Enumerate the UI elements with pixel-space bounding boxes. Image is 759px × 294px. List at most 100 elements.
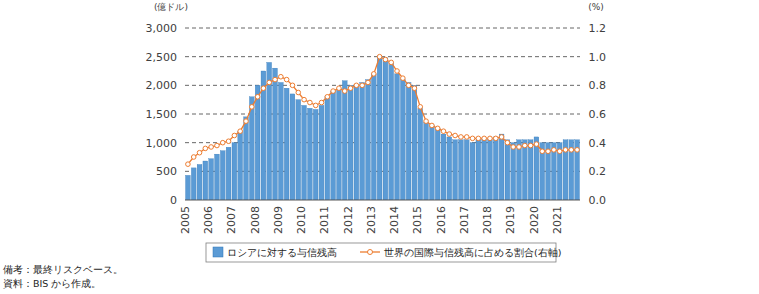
marker [424, 119, 429, 124]
marker [447, 132, 452, 137]
marker [337, 86, 342, 91]
x-tick-label: 2008 [249, 206, 262, 234]
marker [255, 95, 260, 100]
marker [488, 136, 493, 141]
y2-tick-label: 0.2 [589, 165, 607, 178]
marker [540, 149, 545, 154]
chart: 05001,0001,5002,0002,5003,0000.00.20.40.… [0, 0, 759, 294]
marker [412, 86, 417, 91]
grid-line [185, 85, 580, 86]
marker [383, 57, 388, 62]
bar [395, 74, 400, 200]
bar [441, 134, 446, 200]
bar [186, 175, 191, 200]
marker [191, 155, 196, 160]
marker [267, 80, 272, 85]
marker [331, 89, 336, 94]
bar [493, 137, 498, 200]
bar [209, 159, 214, 200]
note: 備考：最終リスクベース。 [3, 264, 123, 275]
marker [505, 140, 510, 145]
grid-line [185, 28, 580, 29]
marker [499, 135, 504, 140]
bar [546, 143, 551, 200]
bar [290, 94, 295, 200]
marker [313, 103, 318, 108]
legend: ロシアに対する与信残高世界の国際与信残高に占める割合(右軸) [206, 243, 561, 262]
marker [534, 142, 539, 147]
bar [261, 71, 266, 200]
marker [209, 145, 214, 150]
bar [412, 85, 417, 200]
marker [575, 148, 580, 153]
y2-tick-label: 0.4 [589, 137, 607, 150]
marker [226, 139, 231, 144]
x-tick-label: 2017 [458, 206, 471, 234]
marker [197, 150, 202, 155]
bar [522, 140, 527, 200]
marker [441, 129, 446, 134]
bar [255, 85, 260, 200]
marker [296, 90, 301, 95]
x-axis [185, 200, 580, 201]
marker [348, 86, 353, 91]
x-tick-label: 2006 [202, 206, 215, 234]
marker [186, 162, 191, 167]
x-tick-label: 2007 [225, 206, 238, 234]
marker [563, 148, 568, 153]
bar [424, 123, 429, 200]
x-tick-label: 2021 [551, 206, 564, 234]
marker [430, 123, 435, 128]
x-tick-label: 2013 [365, 206, 378, 234]
x-tick-label: 2011 [318, 206, 331, 234]
bar [308, 108, 313, 200]
y-axis-label: (億ドル) [154, 2, 188, 12]
marker [406, 83, 411, 88]
bar [540, 143, 545, 200]
marker [511, 145, 516, 150]
marker [464, 135, 469, 140]
bar [406, 82, 411, 200]
marker [418, 105, 423, 110]
marker [395, 69, 400, 74]
marker [279, 74, 284, 79]
bar [470, 143, 475, 200]
marker [459, 135, 464, 140]
marker [366, 80, 371, 85]
x-tick-label: 2009 [272, 206, 285, 234]
bar [482, 140, 487, 200]
bar [389, 62, 394, 200]
marker [523, 143, 528, 148]
bar [569, 140, 574, 200]
x-tick-label: 2005 [179, 206, 192, 234]
legend-label: ロシアに対する与信残高 [227, 247, 337, 258]
bar [528, 140, 533, 200]
bar [267, 62, 272, 200]
bar [447, 137, 452, 200]
plot-area [186, 54, 580, 200]
marker [302, 97, 307, 102]
note: 資料：BIS から作成。 [3, 278, 101, 289]
bar [557, 143, 562, 200]
marker [232, 133, 237, 138]
bar [337, 88, 342, 200]
marker [557, 149, 562, 154]
marker [546, 149, 551, 154]
marker [476, 136, 481, 141]
bar [488, 140, 493, 200]
y-tick-label: 1,500 [146, 108, 178, 121]
bar [325, 97, 330, 200]
y2-tick-label: 0.0 [589, 194, 607, 207]
bar [197, 164, 202, 200]
bar [505, 140, 510, 200]
bar [226, 147, 231, 200]
marker [354, 83, 359, 88]
x-tick-label: 2019 [504, 206, 517, 234]
bar [284, 88, 289, 200]
marker [273, 77, 278, 82]
y2-tick-label: 0.6 [589, 108, 607, 121]
legend-swatch [213, 247, 223, 257]
bar [302, 105, 307, 200]
bar [499, 134, 504, 200]
marker [250, 105, 255, 110]
